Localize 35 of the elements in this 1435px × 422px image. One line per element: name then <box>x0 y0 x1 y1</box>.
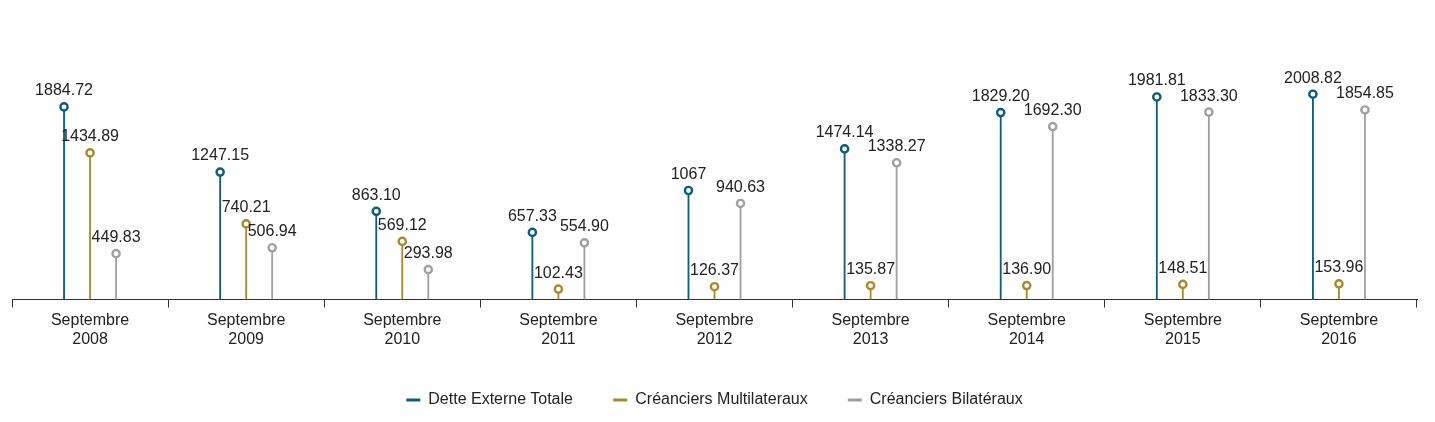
data-label: 740.21 <box>221 198 271 216</box>
x-tick-label: Septembre 2014 <box>987 310 1066 347</box>
data-label: 863.10 <box>351 185 401 203</box>
legend-label: Créanciers Multilateraux <box>635 390 808 408</box>
data-label: 126.37 <box>690 261 740 279</box>
data-label: 1854.85 <box>1336 84 1394 102</box>
data-label: 569.12 <box>377 215 427 233</box>
data-label: 506.94 <box>247 222 297 240</box>
x-tick-label: Septembre 2012 <box>675 310 754 347</box>
x-tick-label: Septembre 2009 <box>207 310 286 347</box>
legend-label: Dette Externe Totale <box>428 390 574 408</box>
data-label: 1833.30 <box>1179 86 1238 104</box>
data-label: 1884.72 <box>35 81 94 99</box>
data-label: 554.90 <box>559 217 609 235</box>
data-label: 1981.81 <box>1127 71 1186 89</box>
x-tick-label: Septembre 2015 <box>1143 310 1223 347</box>
data-label: 449.83 <box>91 228 141 246</box>
data-label: 2008.82 <box>1284 68 1342 86</box>
data-label: 136.90 <box>1002 260 1052 278</box>
data-label: 1338.27 <box>867 137 926 155</box>
x-tick-label: Septembre 2008 <box>50 310 130 347</box>
legend-label: Créanciers Bilatéraux <box>869 390 1023 408</box>
data-label: 293.98 <box>403 243 453 261</box>
data-label: 148.51 <box>1158 258 1208 276</box>
data-label: 1247.15 <box>191 146 250 164</box>
data-label: 657.33 <box>507 206 557 224</box>
data-label: 1067 <box>670 164 707 182</box>
data-label: 153.96 <box>1314 258 1364 276</box>
data-label: 135.87 <box>846 260 896 278</box>
x-tick-label: Septembre 2010 <box>363 310 442 347</box>
data-label: 940.63 <box>716 177 766 195</box>
x-tick-label: Septembre 2013 <box>831 310 910 347</box>
x-tick-label: Septembre 2016 <box>1299 310 1379 347</box>
x-tick-label: Septembre 2011 <box>519 310 598 347</box>
data-label: 102.43 <box>533 263 583 281</box>
